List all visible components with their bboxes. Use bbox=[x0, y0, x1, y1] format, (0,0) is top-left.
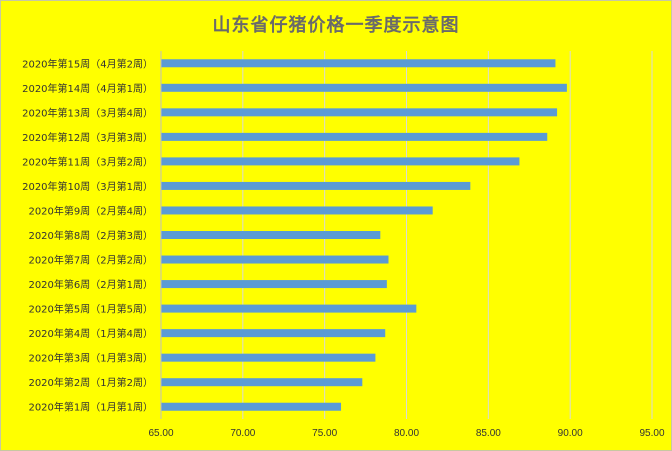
category-label: 2020年第3周（1月第3周） bbox=[28, 352, 153, 365]
x-tick-label: 65.00 bbox=[148, 428, 173, 439]
x-tick-label: 90.00 bbox=[558, 428, 583, 439]
bar bbox=[161, 280, 387, 289]
category-label: 2020年第12周（3月第3周） bbox=[22, 131, 153, 144]
bar bbox=[161, 231, 381, 239]
bar bbox=[161, 329, 386, 338]
x-tick-label: 70.00 bbox=[230, 428, 255, 439]
bar bbox=[161, 108, 558, 117]
bar bbox=[161, 59, 556, 68]
bar bbox=[161, 206, 433, 215]
bar bbox=[161, 378, 363, 387]
category-label: 2020年第14周（4月第1周） bbox=[22, 82, 153, 95]
category-label: 2020年第11周（3月第2周） bbox=[22, 155, 153, 168]
bar bbox=[161, 83, 567, 92]
category-label: 2020年第1周（1月第1周） bbox=[28, 401, 153, 414]
category-label: 2020年第13周（3月第4周） bbox=[22, 106, 153, 119]
bar bbox=[161, 255, 389, 264]
x-tick-label: 75.00 bbox=[312, 428, 337, 439]
bar bbox=[161, 132, 548, 141]
category-label: 2020年第10周（3月第1周） bbox=[22, 180, 153, 193]
category-label: 2020年第8周（2月第3周） bbox=[28, 229, 153, 242]
bar bbox=[161, 304, 417, 313]
x-tick-label: 80.00 bbox=[394, 428, 419, 439]
x-tick-label: 85.00 bbox=[476, 428, 501, 439]
category-label: 2020年第15周（4月第2周） bbox=[22, 57, 153, 70]
category-label: 2020年第6周（2月第1周） bbox=[28, 278, 153, 291]
bar bbox=[161, 353, 376, 362]
category-label: 2020年第5周（1月第5周） bbox=[28, 303, 153, 316]
category-label: 2020年第9周（2月第4周） bbox=[28, 204, 153, 217]
bar bbox=[161, 157, 520, 166]
bar bbox=[161, 181, 471, 190]
category-label: 2020年第4周（1月第4周） bbox=[28, 327, 153, 340]
x-tick-label: 95.00 bbox=[639, 428, 664, 439]
category-label: 2020年第7周（2月第2周） bbox=[28, 254, 153, 267]
chart-title: 山东省仔猪价格一季度示意图 bbox=[212, 15, 460, 36]
bar bbox=[161, 402, 342, 411]
category-label: 2020年第2周（1月第2周） bbox=[28, 376, 153, 389]
